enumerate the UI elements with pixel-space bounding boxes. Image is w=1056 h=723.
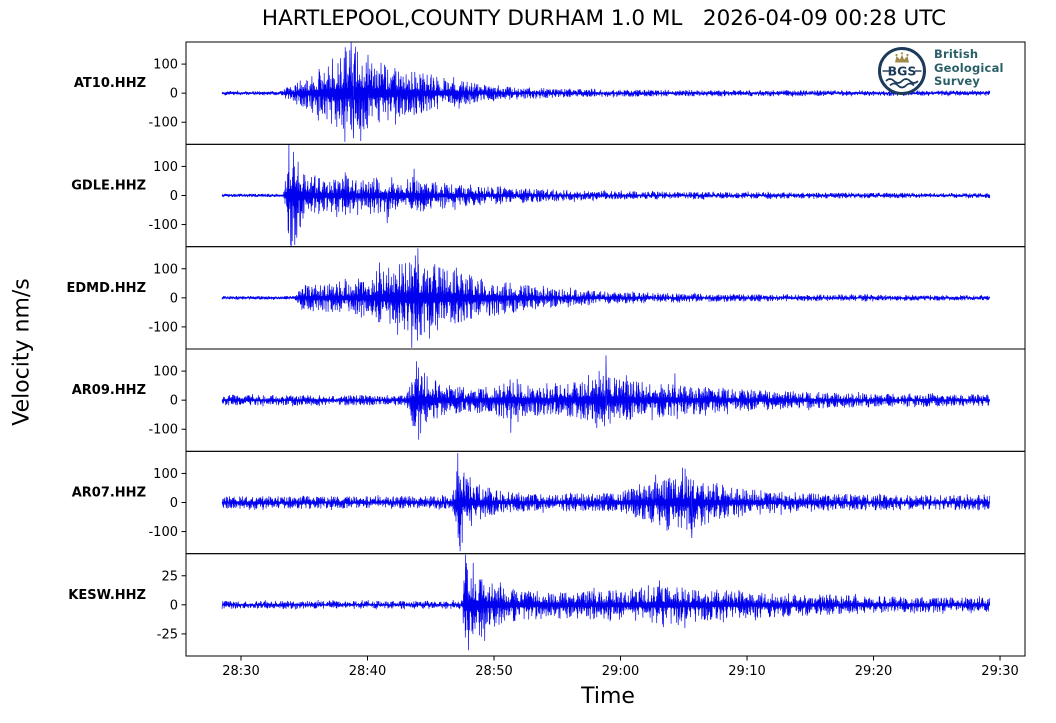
y-tick-label: -100	[148, 423, 178, 438]
x-tick-label: 29:20	[855, 664, 892, 679]
y-tick-label: 100	[153, 160, 178, 175]
y-tick-label: -100	[148, 525, 178, 540]
waves-icon	[885, 78, 919, 84]
bgs-acronym: BGS	[888, 64, 917, 79]
waveform-trace	[221, 248, 991, 348]
station-label: GDLE.HHZ	[71, 179, 146, 194]
y-tick-label: -100	[148, 116, 178, 131]
y-tick-label: -25	[157, 627, 178, 642]
figure-title: HARTLEPOOL,COUNTY DURHAM 1.0 ML 2026-04-…	[261, 6, 947, 31]
x-tick-label: 29:30	[981, 664, 1018, 679]
y-tick-label: 100	[153, 365, 178, 380]
waveform-panel: 25 0 -25 KESW.HHZ	[68, 553, 1026, 657]
logo-org-name-line: Survey	[934, 74, 981, 88]
x-tick-label: 28:40	[349, 664, 386, 679]
logo-org-name-line: British	[934, 47, 979, 61]
crown-icon	[895, 54, 909, 63]
y-tick-label: 0	[170, 496, 178, 511]
station-label: KESW.HHZ	[68, 588, 146, 603]
y-tick-label: 0	[170, 87, 178, 102]
y-tick-label: -100	[148, 218, 178, 233]
x-tick-label: 28:30	[222, 664, 259, 679]
y-tick-label: 100	[153, 262, 178, 277]
y-tick-label: 100	[153, 58, 178, 73]
y-tick-label: 100	[153, 467, 178, 482]
waveform-panel: 100 0 -100 GDLE.HHZ	[71, 143, 1026, 248]
station-label: AR09.HHZ	[72, 383, 146, 398]
waveform-trace	[221, 144, 991, 247]
logo-org-name-line: Geological	[934, 60, 1004, 75]
bgs-emblem-icon: BGS	[878, 47, 926, 95]
station-label: AT10.HHZ	[74, 76, 146, 91]
x-tick-label: 28:50	[475, 664, 512, 679]
y-tick-label: 0	[170, 598, 178, 613]
y-tick-label: 0	[170, 394, 178, 409]
waveform-trace	[221, 355, 991, 440]
waveform-panel: 100 0 -100 AR09.HHZ	[72, 348, 1026, 452]
station-label: AR07.HHZ	[72, 486, 146, 501]
x-tick-label: 29:10	[728, 664, 765, 679]
x-tick-label: 29:00	[602, 664, 639, 679]
x-axis-label: Time	[581, 684, 635, 709]
y-tick-label: 25	[161, 569, 178, 584]
y-tick-label: -100	[148, 320, 178, 335]
waveform-trace	[221, 42, 991, 142]
y-tick-label: 0	[170, 291, 178, 306]
waveform-panel: 100 0 -100 EDMD.HHZ	[66, 246, 1026, 350]
bgs-logo: BGS British Geological Survey	[876, 45, 1004, 97]
waveform-panel: 100 0 -100 AR07.HHZ	[72, 450, 1026, 555]
waveform-trace	[221, 554, 991, 651]
y-tick-label: 0	[170, 189, 178, 204]
waveform-trace	[221, 453, 991, 552]
station-label: EDMD.HHZ	[66, 281, 146, 296]
